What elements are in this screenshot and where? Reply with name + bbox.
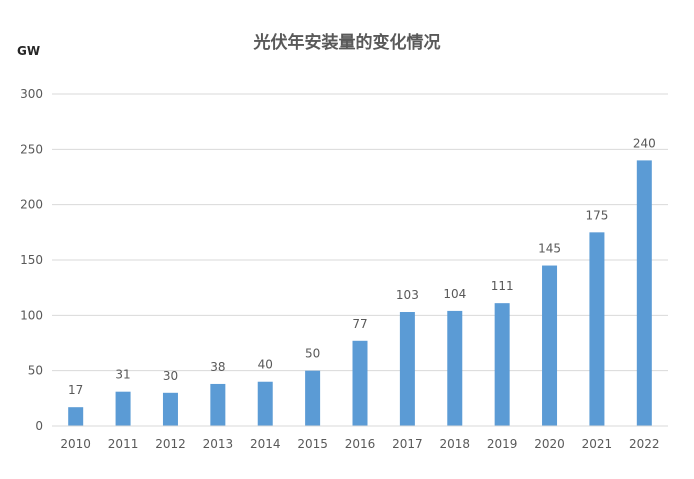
bar	[589, 232, 605, 426]
data-label: 240	[633, 136, 656, 150]
y-tick-label: 100	[20, 308, 43, 322]
bar	[305, 370, 321, 426]
y-tick-label: 300	[20, 87, 43, 101]
y-tick-label: 200	[20, 198, 43, 212]
bar	[447, 310, 463, 426]
bar	[494, 303, 510, 426]
bar	[542, 265, 558, 426]
y-tick-label: 150	[20, 253, 43, 267]
data-label: 30	[163, 369, 178, 383]
x-tick-label: 2022	[629, 437, 660, 451]
bar	[352, 340, 368, 426]
x-tick-label: 2010	[60, 437, 91, 451]
y-tick-label: 0	[35, 419, 43, 433]
data-label: 31	[115, 368, 130, 382]
data-label: 38	[210, 360, 225, 374]
bar	[257, 381, 273, 426]
bar	[399, 312, 415, 426]
x-tick-label: 2021	[582, 437, 613, 451]
x-tick-label: 2019	[487, 437, 518, 451]
data-label: 50	[305, 347, 320, 361]
x-tick-label: 2018	[439, 437, 470, 451]
x-tick-label: 2013	[203, 437, 234, 451]
y-tick-label: 250	[20, 142, 43, 156]
x-tick-label: 2017	[392, 437, 423, 451]
x-tick-label: 2011	[108, 437, 139, 451]
y-tick-label: 50	[28, 364, 43, 378]
bar	[162, 392, 178, 426]
x-tick-label: 2016	[345, 437, 376, 451]
bar	[210, 383, 226, 426]
data-label: 175	[585, 208, 608, 222]
data-label: 77	[352, 317, 367, 331]
x-tick-label: 2015	[297, 437, 328, 451]
chart-title: 光伏年安装量的变化情况	[253, 33, 441, 53]
data-label: 145	[538, 242, 561, 256]
data-label: 17	[68, 383, 83, 397]
data-label: 40	[258, 358, 273, 372]
bar	[115, 391, 131, 426]
x-tick-label: 2020	[534, 437, 565, 451]
data-label: 103	[396, 288, 419, 302]
x-tick-label: 2014	[250, 437, 281, 451]
bar	[636, 160, 652, 426]
y-axis-unit-label: GW	[17, 44, 41, 58]
bar	[68, 407, 84, 426]
data-label: 111	[491, 279, 514, 293]
x-tick-label: 2012	[155, 437, 186, 451]
data-label: 104	[443, 287, 466, 301]
